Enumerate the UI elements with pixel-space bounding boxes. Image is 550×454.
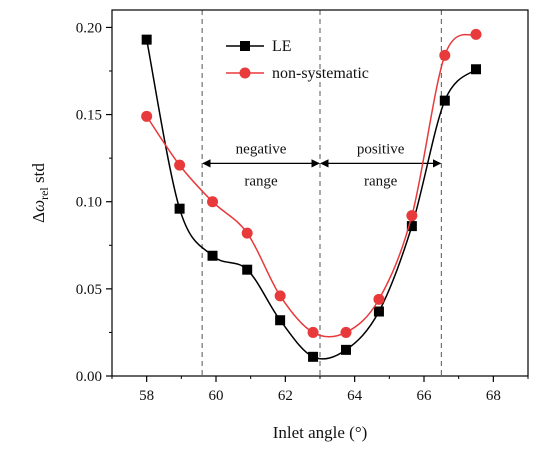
y-tick-label: 0.10 <box>76 195 102 211</box>
data-point <box>406 210 418 222</box>
y-axis-title-subscript: rel <box>37 187 51 200</box>
data-point <box>439 49 451 61</box>
y-axis-title: Δωrel std <box>29 163 51 223</box>
y-tick-label: 0.20 <box>76 20 102 36</box>
data-point <box>274 290 286 302</box>
data-point <box>439 95 450 106</box>
legend-entry-non-systematic: non-systematic <box>226 65 369 82</box>
legend: LE non-systematic <box>226 38 369 82</box>
x-tick-label: 60 <box>209 388 224 404</box>
data-point <box>275 315 286 326</box>
x-axis: 58 60 62 64 66 68 <box>111 376 529 404</box>
reference-lines <box>201 10 442 376</box>
legend-label-le: LE <box>272 38 292 55</box>
y-axis-title-symbol: ω <box>29 200 48 212</box>
series-layer <box>141 28 482 362</box>
data-point <box>174 203 185 214</box>
data-point <box>174 159 186 171</box>
y-axis-title-prefix: Δ <box>29 212 48 223</box>
data-point <box>241 227 253 239</box>
x-tick-label: 66 <box>417 388 433 404</box>
range-sublabel-negative: range <box>244 173 278 189</box>
data-point <box>141 110 153 122</box>
data-point <box>373 306 384 317</box>
x-tick-label: 64 <box>347 388 363 404</box>
data-point <box>207 196 219 208</box>
data-point <box>242 264 253 275</box>
data-point <box>471 64 481 75</box>
y-tick-label: 0.15 <box>76 108 102 124</box>
x-tick-label: 58 <box>139 388 154 404</box>
legend-entry-le: LE <box>226 38 292 55</box>
series-le <box>141 34 481 362</box>
series-line <box>145 39 477 360</box>
data-point <box>340 326 352 338</box>
range-label-positive: positive <box>357 141 405 157</box>
data-point <box>470 28 482 40</box>
y-tick-label: 0.00 <box>76 369 102 385</box>
data-point <box>308 351 319 362</box>
data-point <box>141 34 152 45</box>
y-tick-label: 0.05 <box>76 282 102 298</box>
data-point <box>406 221 417 232</box>
series-non-systematic <box>141 28 482 338</box>
data-point <box>373 293 385 305</box>
range-annotations: negative range positive range <box>202 141 442 189</box>
x-tick-label: 62 <box>278 388 293 404</box>
range-label-negative: negative <box>236 141 287 157</box>
data-point <box>341 344 351 355</box>
series-line <box>146 33 477 338</box>
range-sublabel-positive: range <box>364 173 398 189</box>
data-point <box>207 250 218 261</box>
x-axis-title: Inlet angle (°) <box>273 423 368 442</box>
y-axis: 0.00 0.05 0.10 0.15 0.20 <box>76 20 112 385</box>
legend-marker-non-systematic <box>239 67 251 79</box>
legend-label-non-systematic: non-systematic <box>272 65 369 82</box>
x-tick-label: 68 <box>486 388 501 404</box>
data-point <box>307 326 319 338</box>
y-axis-title-suffix: std <box>29 163 48 188</box>
legend-marker-le <box>240 41 250 51</box>
